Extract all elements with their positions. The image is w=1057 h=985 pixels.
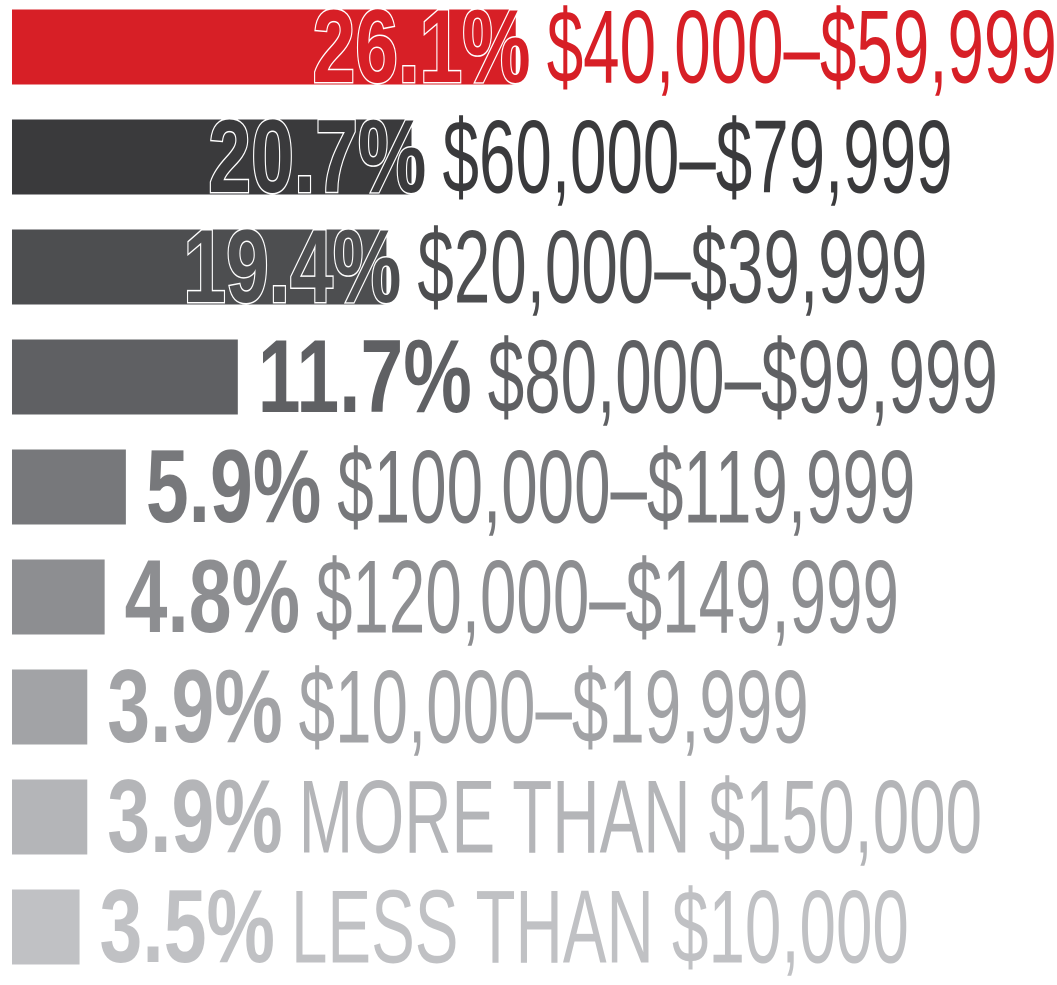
category-label: $40,000–$59,999 (547, 0, 1057, 105)
value-label: 3.9% (107, 759, 282, 875)
category-label: $80,000–$99,999 (488, 319, 998, 435)
category-label: MORE THAN $150,000 (299, 759, 982, 875)
bar (12, 779, 88, 855)
bar (12, 229, 387, 305)
value-label: 11.7% (258, 319, 472, 435)
value-label: 4.8% (125, 539, 300, 655)
category-label: $20,000–$39,999 (417, 209, 927, 325)
bar (12, 339, 238, 415)
category-label: LESS THAN $10,000 (291, 869, 909, 985)
bar (12, 559, 105, 635)
value-label: 3.5% (100, 869, 275, 985)
bar (12, 119, 412, 195)
bar (12, 889, 80, 965)
category-label: $100,000–$119,999 (337, 429, 915, 545)
category-label: $60,000–$79,999 (443, 99, 953, 215)
bar (12, 669, 88, 745)
value-label: 3.9% (107, 649, 282, 765)
bar (12, 9, 516, 85)
category-label: $120,000–$149,999 (316, 539, 899, 655)
bar (12, 449, 126, 525)
category-label: $10,000–$19,999 (299, 649, 809, 765)
value-label: 20.7% (208, 99, 426, 215)
value-label: 5.9% (146, 429, 321, 545)
value-label: 26.1% (313, 0, 531, 105)
value-label: 19.4% (183, 209, 401, 325)
